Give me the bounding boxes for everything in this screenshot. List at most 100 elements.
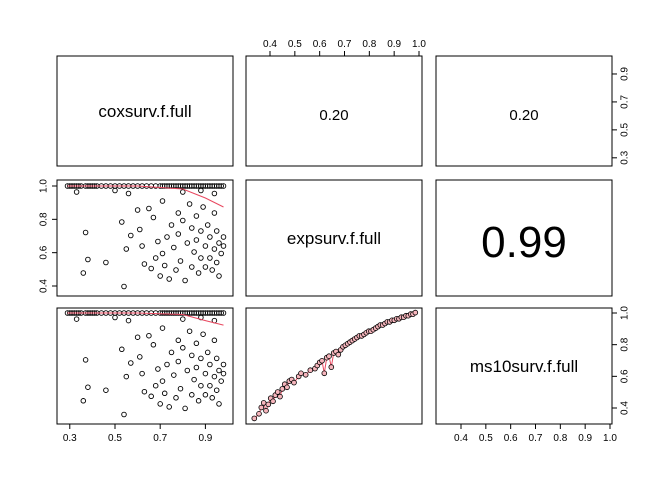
panel-frame-r1c3 [435,55,613,167]
scatter-point-cox-ms10 [112,314,118,321]
correlation-cox-exp: 0.20 [319,107,348,124]
panel-frame-r2c3 [435,179,613,297]
scatter-point-cox-ms10 [180,316,186,322]
scatter-point-cox-ms10 [157,401,163,407]
panel-frame-r1c1 [56,55,234,167]
scatter-point-cox-exp [146,205,152,212]
scatter-point-cox-ms10 [155,366,161,372]
scatter-point-cox-ms10 [85,384,91,390]
scatter-point-cox-exp [193,213,200,219]
scatter-point-cox-ms10 [134,334,141,340]
right-axis-top-tick-label: 0.9 [620,67,631,81]
scatter-point-exp-ms10 [277,393,283,400]
scatter-point-cox-exp [161,262,168,269]
scatter-point-cox-ms10 [189,352,195,359]
scatter-point-cox-exp [177,258,184,264]
scatter-point-exp-ms10 [291,379,297,386]
scatter-point-cox-ms10 [175,337,182,344]
scatter-point-cox-exp [175,231,182,237]
scatter-point-cox-ms10 [148,393,154,400]
right-axis-ms10-tick-label: 0.6 [620,369,631,383]
scatter-point-cox-exp [175,210,182,216]
variable-label-ms10surv: ms10surv.f.full [470,357,578,376]
scatter-point-cox-ms10 [171,372,177,378]
scatter-point-cox-ms10 [198,355,204,362]
scatter-point-cox-exp [152,255,159,261]
scatter-point-cox-exp [189,264,195,270]
scatter-point-cox-exp [193,237,200,243]
scatter-point-cox-exp [137,226,143,233]
scatter-point-cox-ms10 [152,382,159,389]
scatter-point-cox-ms10 [200,331,206,337]
scatter-point-cox-ms10 [173,395,179,401]
scatter-point-cox-ms10 [182,405,188,412]
scatter-point-cox-ms10 [207,361,213,368]
scatter-point-cox-exp [180,217,186,224]
panel-frame-r2c2 [245,179,423,297]
scatter-point-cox-exp [211,210,218,216]
bottom-axis-ms10-tick-label: 0.6 [504,433,518,444]
left-axis-exp-tick-label: 0.6 [39,245,50,259]
scatter-point-cox-ms10 [139,370,145,377]
scatter-point-cox-ms10 [82,357,89,363]
right-axis-ms10-tick-label: 0.8 [620,337,631,351]
top-axis-tick-label: 0.4 [263,39,277,50]
top-axis-tick-label: 0.6 [313,39,327,50]
scatter-point-cox-ms10 [80,398,87,404]
right-axis-top-tick-label: 0.7 [620,95,631,109]
scatter-point-cox-ms10 [141,388,148,395]
scatter-point-cox-ms10 [128,360,134,366]
scatter-point-cox-ms10 [175,358,182,365]
scatter-point-exp-ms10 [251,415,258,422]
scatter-point-cox-ms10 [168,349,175,356]
scatter-point-cox-exp [103,259,109,266]
scatter-point-cox-ms10 [123,373,130,380]
correlation-exp-ms10: 0.99 [481,218,567,267]
scatter-point-cox-ms10 [220,370,227,377]
scatter-point-exp-ms10 [326,353,332,360]
smooth-line-exp-ms10 [253,312,416,419]
bottom-axis-cox-tick-label: 0.5 [108,433,122,444]
scatter-point-cox-exp [134,207,141,213]
scatter-point-exp-ms10 [265,401,272,408]
scatter-point-cox-ms10 [207,382,213,389]
scatter-point-exp-ms10 [260,400,267,406]
scatter-point-cox-exp [173,267,179,273]
bottom-axis-cox-tick-label: 0.7 [153,433,167,444]
scatter-point-cox-ms10 [220,361,227,368]
scatter-point-cox-exp [211,190,218,197]
scatter-point-cox-exp [180,189,186,195]
bottom-axis-ms10-tick-label: 0.5 [479,433,493,444]
right-axis-ms10-tick-label: 1.0 [620,306,631,320]
scatter-point-cox-exp [157,273,163,279]
scatter-point-cox-ms10 [193,364,200,371]
scatter-point-cox-ms10 [73,316,80,322]
scatter-point-cox-exp [112,187,118,194]
variable-label-expsurv: expsurv.f.full [287,229,381,248]
scatter-point-cox-exp [220,234,227,240]
scatter-point-cox-exp [171,244,177,251]
scatter-point-exp-ms10 [328,364,335,370]
scatter-point-cox-exp [159,250,166,257]
scatter-point-cox-ms10 [216,401,222,407]
bottom-axis-ms10-tick-label: 0.4 [454,433,468,444]
scatter-point-cox-exp [195,270,202,276]
panel-frame-r3c1 [56,307,234,425]
scatter-point-cox-exp [186,201,193,207]
scatter-point-cox-exp [119,219,125,225]
scatter-point-cox-exp [155,238,161,245]
scatter-point-cox-ms10 [164,361,170,368]
scatter-point-cox-ms10 [125,317,132,324]
scatter-point-cox-exp [148,183,154,189]
scatter-point-exp-ms10 [256,410,262,417]
variable-label-coxsurv: coxsurv.f.full [98,102,191,121]
scatter-point-cox-exp [168,222,175,228]
scatter-point-cox-exp [204,222,211,228]
scatter-point-cox-exp [220,183,227,189]
scatter-point-cox-ms10 [220,310,227,316]
top-axis-tick-label: 0.5 [288,39,302,50]
right-axis-ms10-tick-label: 0.4 [620,401,631,415]
bottom-axis-ms10-tick-label: 0.8 [553,433,567,444]
scatter-point-exp-ms10 [298,370,304,377]
scatter-point-exp-ms10 [412,309,419,316]
